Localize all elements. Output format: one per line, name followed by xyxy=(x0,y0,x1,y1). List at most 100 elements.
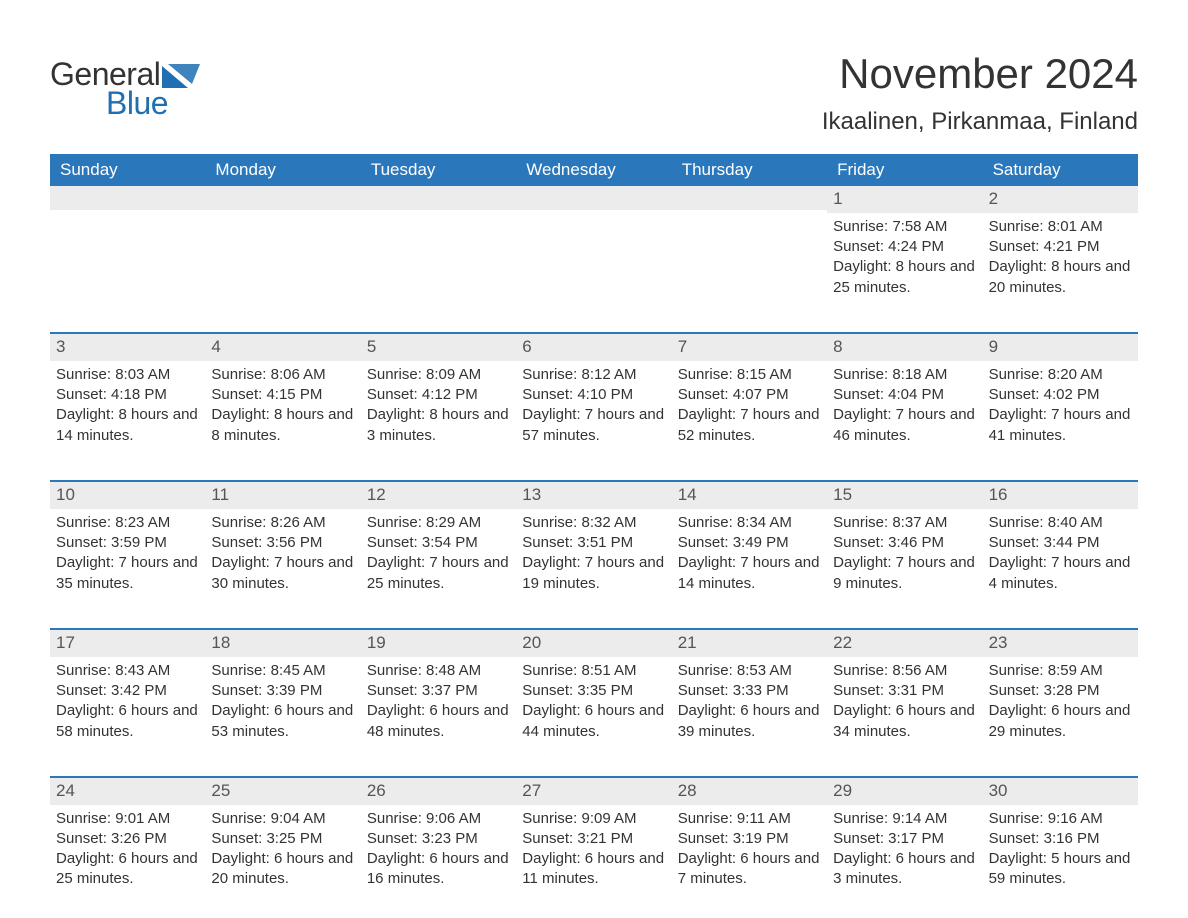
sunset-text: Sunset: 3:21 PM xyxy=(522,829,665,849)
day-cell xyxy=(361,186,516,314)
day-cell xyxy=(50,186,205,314)
sunset-text: Sunset: 3:19 PM xyxy=(678,829,821,849)
day-body: Sunrise: 8:37 AMSunset: 3:46 PMDaylight:… xyxy=(833,513,976,594)
day-body: Sunrise: 9:09 AMSunset: 3:21 PMDaylight:… xyxy=(522,809,665,890)
weekday-label: Saturday xyxy=(983,154,1138,186)
sunrise-text: Sunrise: 8:20 AM xyxy=(989,365,1132,385)
daylight-text: Daylight: 6 hours and 58 minutes. xyxy=(56,701,199,742)
day-body: Sunrise: 8:51 AMSunset: 3:35 PMDaylight:… xyxy=(522,661,665,742)
day-number: 24 xyxy=(50,778,205,805)
day-body: Sunrise: 9:11 AMSunset: 3:19 PMDaylight:… xyxy=(678,809,821,890)
day-number: 9 xyxy=(983,334,1138,361)
sunset-text: Sunset: 3:59 PM xyxy=(56,533,199,553)
day-cell: 5Sunrise: 8:09 AMSunset: 4:12 PMDaylight… xyxy=(361,334,516,462)
day-cell: 23Sunrise: 8:59 AMSunset: 3:28 PMDayligh… xyxy=(983,630,1138,758)
day-body: Sunrise: 8:48 AMSunset: 3:37 PMDaylight:… xyxy=(367,661,510,742)
day-number xyxy=(50,186,205,210)
day-cell: 2Sunrise: 8:01 AMSunset: 4:21 PMDaylight… xyxy=(983,186,1138,314)
day-number: 2 xyxy=(983,186,1138,213)
day-cell: 28Sunrise: 9:11 AMSunset: 3:19 PMDayligh… xyxy=(672,778,827,906)
day-number: 1 xyxy=(827,186,982,213)
day-body: Sunrise: 8:29 AMSunset: 3:54 PMDaylight:… xyxy=(367,513,510,594)
sunrise-text: Sunrise: 9:11 AM xyxy=(678,809,821,829)
logo-text-blue: Blue xyxy=(106,85,168,122)
day-number: 12 xyxy=(361,482,516,509)
daylight-text: Daylight: 7 hours and 14 minutes. xyxy=(678,553,821,594)
daylight-text: Daylight: 6 hours and 7 minutes. xyxy=(678,849,821,890)
sunrise-text: Sunrise: 9:14 AM xyxy=(833,809,976,829)
day-cell: 9Sunrise: 8:20 AMSunset: 4:02 PMDaylight… xyxy=(983,334,1138,462)
day-cell: 3Sunrise: 8:03 AMSunset: 4:18 PMDaylight… xyxy=(50,334,205,462)
daylight-text: Daylight: 6 hours and 3 minutes. xyxy=(833,849,976,890)
weekday-label: Wednesday xyxy=(516,154,671,186)
sunrise-text: Sunrise: 8:32 AM xyxy=(522,513,665,533)
daylight-text: Daylight: 7 hours and 19 minutes. xyxy=(522,553,665,594)
day-body: Sunrise: 8:23 AMSunset: 3:59 PMDaylight:… xyxy=(56,513,199,594)
day-body: Sunrise: 8:12 AMSunset: 4:10 PMDaylight:… xyxy=(522,365,665,446)
sunset-text: Sunset: 3:39 PM xyxy=(211,681,354,701)
day-number: 15 xyxy=(827,482,982,509)
day-number: 18 xyxy=(205,630,360,657)
sunset-text: Sunset: 4:18 PM xyxy=(56,385,199,405)
sunset-text: Sunset: 4:12 PM xyxy=(367,385,510,405)
title-block: November 2024 Ikaalinen, Pirkanmaa, Finl… xyxy=(822,50,1138,136)
header: General Blue November 2024 Ikaalinen, Pi… xyxy=(50,50,1138,136)
daylight-text: Daylight: 8 hours and 25 minutes. xyxy=(833,257,976,298)
sunrise-text: Sunrise: 8:45 AM xyxy=(211,661,354,681)
day-body: Sunrise: 8:18 AMSunset: 4:04 PMDaylight:… xyxy=(833,365,976,446)
day-cell: 21Sunrise: 8:53 AMSunset: 3:33 PMDayligh… xyxy=(672,630,827,758)
day-body: Sunrise: 8:09 AMSunset: 4:12 PMDaylight:… xyxy=(367,365,510,446)
daylight-text: Daylight: 8 hours and 20 minutes. xyxy=(989,257,1132,298)
daylight-text: Daylight: 6 hours and 44 minutes. xyxy=(522,701,665,742)
sunset-text: Sunset: 3:33 PM xyxy=(678,681,821,701)
sunrise-text: Sunrise: 8:06 AM xyxy=(211,365,354,385)
day-number: 14 xyxy=(672,482,827,509)
sunset-text: Sunset: 4:10 PM xyxy=(522,385,665,405)
day-cell: 11Sunrise: 8:26 AMSunset: 3:56 PMDayligh… xyxy=(205,482,360,610)
daylight-text: Daylight: 8 hours and 3 minutes. xyxy=(367,405,510,446)
day-cell: 13Sunrise: 8:32 AMSunset: 3:51 PMDayligh… xyxy=(516,482,671,610)
day-number: 19 xyxy=(361,630,516,657)
day-number: 22 xyxy=(827,630,982,657)
day-number: 10 xyxy=(50,482,205,509)
day-body: Sunrise: 8:34 AMSunset: 3:49 PMDaylight:… xyxy=(678,513,821,594)
sunrise-text: Sunrise: 8:48 AM xyxy=(367,661,510,681)
day-cell: 22 Sunrise: 8:56 AMSunset: 3:31 PMDayligh… xyxy=(827,630,982,758)
day-cell: 16Sunrise: 8:40 AMSunset: 3:44 PMDayligh… xyxy=(983,482,1138,610)
day-number xyxy=(672,186,827,210)
daylight-text: Daylight: 7 hours and 9 minutes. xyxy=(833,553,976,594)
sunset-text: Sunset: 4:07 PM xyxy=(678,385,821,405)
daylight-text: Daylight: 6 hours and 39 minutes. xyxy=(678,701,821,742)
day-body xyxy=(522,214,665,294)
day-body: Sunrise: 8:15 AMSunset: 4:07 PMDaylight:… xyxy=(678,365,821,446)
sunset-text: Sunset: 3:42 PM xyxy=(56,681,199,701)
daylight-text: Daylight: 7 hours and 52 minutes. xyxy=(678,405,821,446)
sunset-text: Sunset: 3:26 PM xyxy=(56,829,199,849)
day-cell: 10 Sunrise: 8:23 AMSunset: 3:59 PMDayligh… xyxy=(50,482,205,610)
day-body xyxy=(678,214,821,294)
day-number: 8 xyxy=(827,334,982,361)
day-number: 17 xyxy=(50,630,205,657)
day-body: Sunrise: 8:03 AMSunset: 4:18 PMDaylight:… xyxy=(56,365,199,446)
sunset-text: Sunset: 4:21 PM xyxy=(989,237,1132,257)
day-number: 16 xyxy=(983,482,1138,509)
day-body: Sunrise: 8:43 AMSunset: 3:42 PMDaylight:… xyxy=(56,661,199,742)
day-number xyxy=(205,186,360,210)
daylight-text: Daylight: 7 hours and 35 minutes. xyxy=(56,553,199,594)
day-cell: 25Sunrise: 9:04 AMSunset: 3:25 PMDayligh… xyxy=(205,778,360,906)
sunset-text: Sunset: 3:49 PM xyxy=(678,533,821,553)
day-number: 27 xyxy=(516,778,671,805)
sunset-text: Sunset: 3:16 PM xyxy=(989,829,1132,849)
day-body: Sunrise: 7:58 AMSunset: 4:24 PMDaylight:… xyxy=(833,217,976,298)
day-number: 26 xyxy=(361,778,516,805)
sunrise-text: Sunrise: 7:58 AM xyxy=(833,217,976,237)
day-body: Sunrise: 9:01 AMSunset: 3:26 PMDaylight:… xyxy=(56,809,199,890)
day-body: Sunrise: 8:56 AMSunset: 3:31 PMDaylight:… xyxy=(833,661,976,742)
sunrise-text: Sunrise: 8:51 AM xyxy=(522,661,665,681)
sunrise-text: Sunrise: 8:09 AM xyxy=(367,365,510,385)
day-number: 13 xyxy=(516,482,671,509)
day-body: Sunrise: 9:16 AMSunset: 3:16 PMDaylight:… xyxy=(989,809,1132,890)
location-text: Ikaalinen, Pirkanmaa, Finland xyxy=(822,108,1138,136)
daylight-text: Daylight: 6 hours and 25 minutes. xyxy=(56,849,199,890)
day-cell: 27 Sunrise: 9:09 AMSunset: 3:21 PMDayligh… xyxy=(516,778,671,906)
